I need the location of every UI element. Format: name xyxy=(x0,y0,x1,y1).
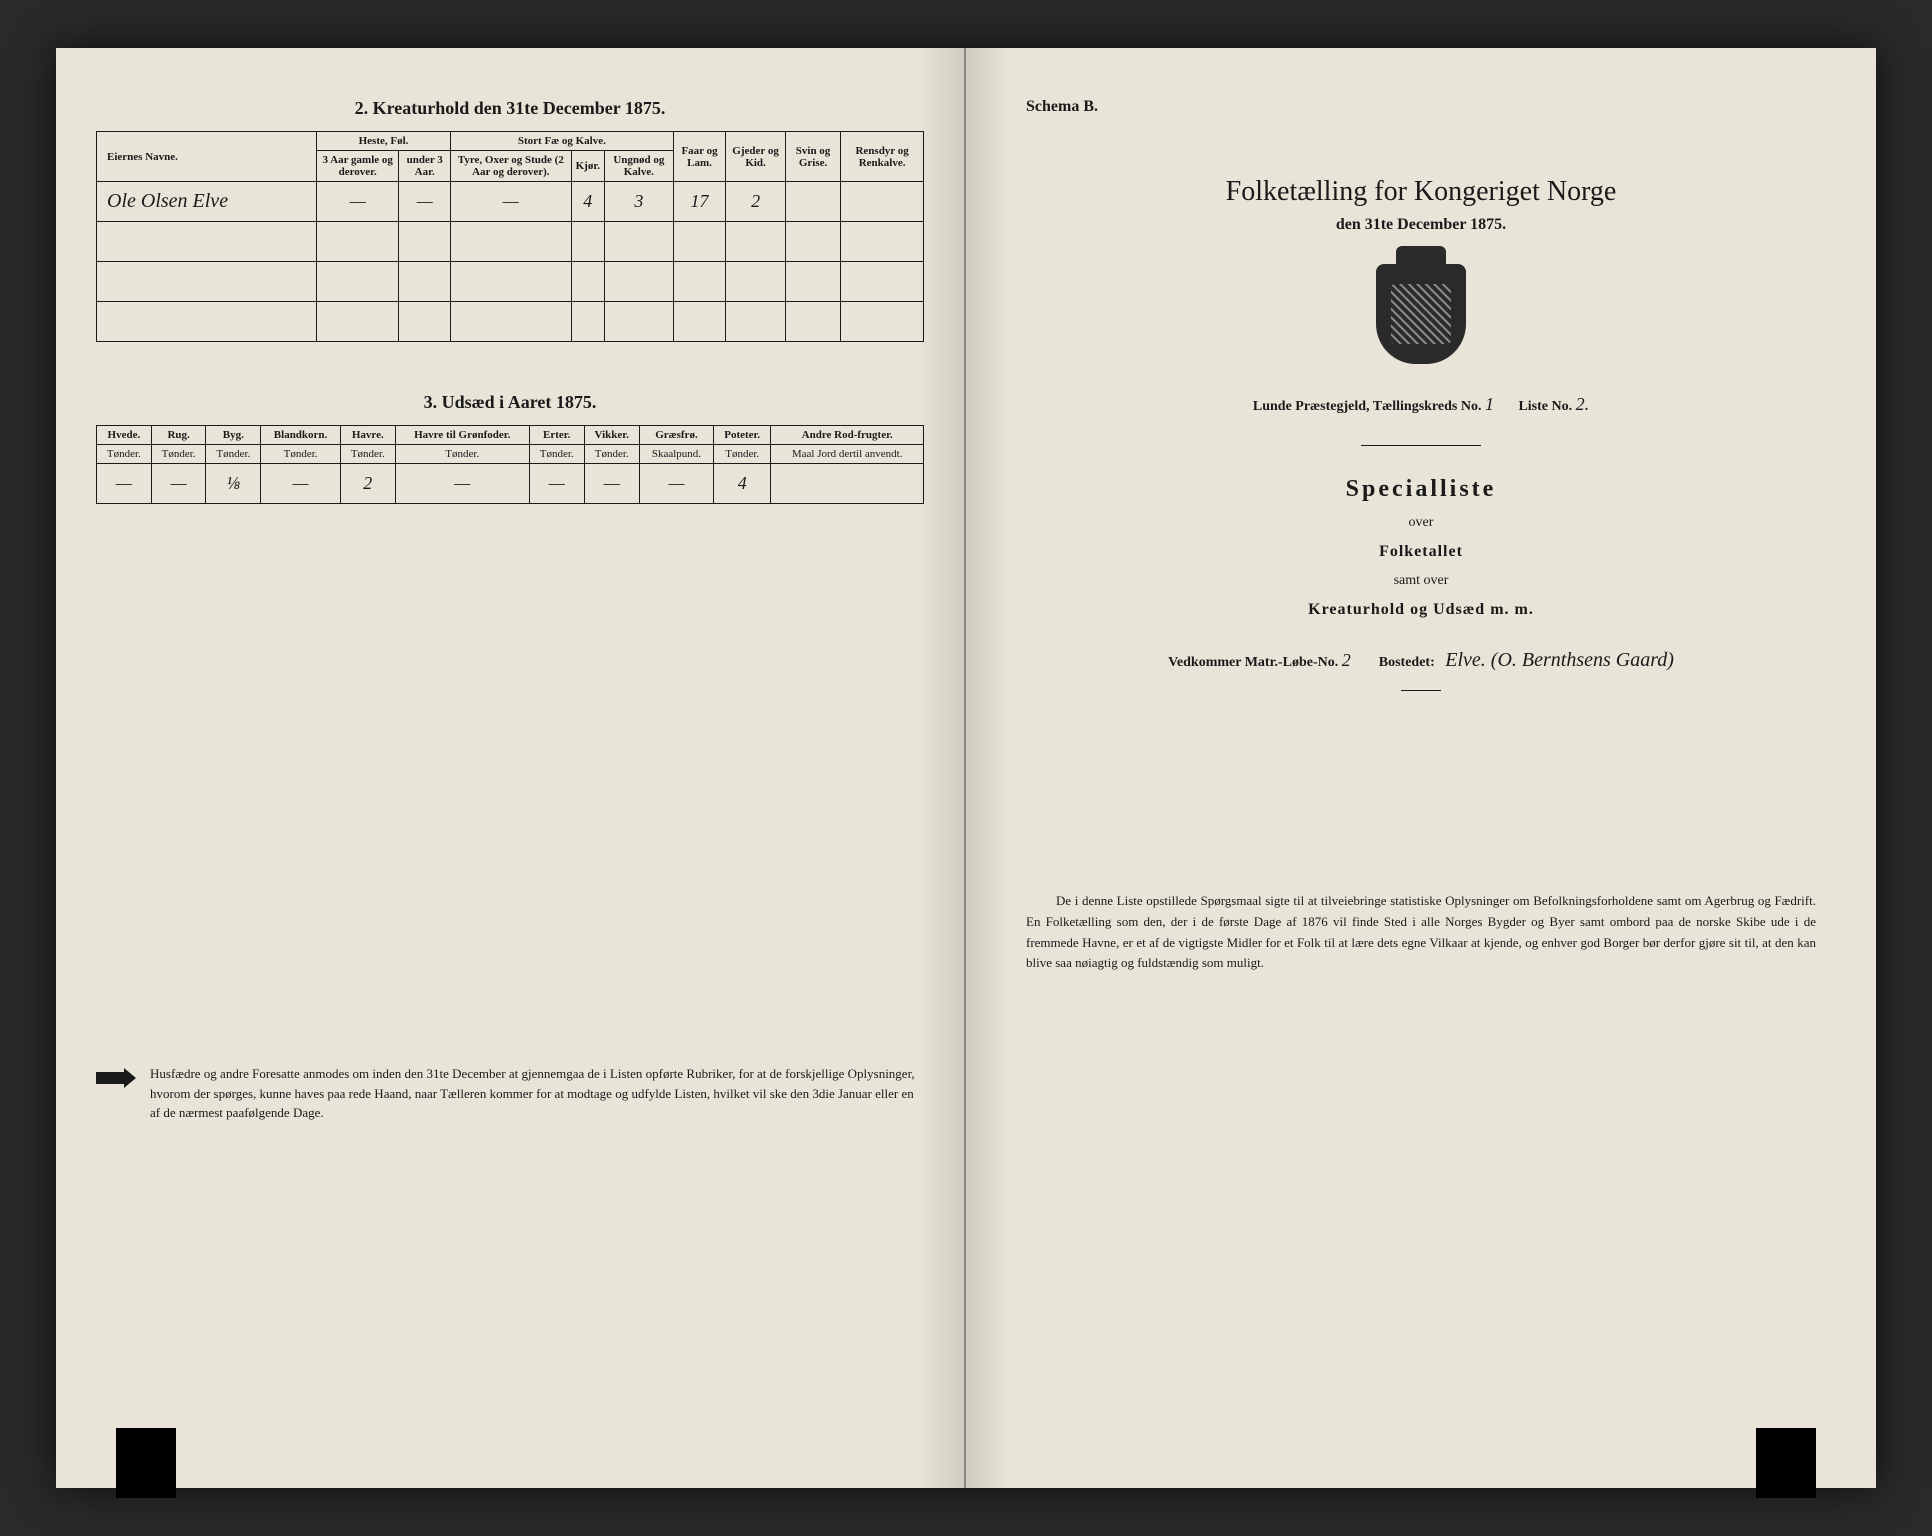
table-row: — — ⅛ — 2 — — — — 4 xyxy=(97,464,924,504)
unit: Tønder. xyxy=(97,445,152,464)
kreatur-label: Kreaturhold og Udsæd m. m. xyxy=(1026,601,1816,619)
th: Andre Rod-frugter. xyxy=(771,426,924,445)
over-label: over xyxy=(1026,515,1816,531)
left-page: 2. Kreaturhold den 31te December 1875. E… xyxy=(56,48,966,1488)
cell: — xyxy=(399,182,451,222)
right-page: Schema B. Folketælling for Kongeriget No… xyxy=(966,48,1876,1488)
th: Rug. xyxy=(151,426,206,445)
th-heste-b: under 3 Aar. xyxy=(399,151,451,182)
notice-text: Husfædre og andre Foresatte anmodes om i… xyxy=(150,1064,924,1123)
th: Vikker. xyxy=(584,426,639,445)
cell: 2 xyxy=(726,182,786,222)
book-spread: 2. Kreaturhold den 31te December 1875. E… xyxy=(56,48,1876,1488)
th: Havre til Grønfoder. xyxy=(395,426,529,445)
cell: 4 xyxy=(714,464,771,504)
th-stort-c: Ungnød og Kalve. xyxy=(604,151,673,182)
cell: 2 xyxy=(340,464,395,504)
cell: 17 xyxy=(673,182,725,222)
th-gjeder: Gjeder og Kid. xyxy=(726,132,786,182)
th-name: Eiernes Navne. xyxy=(97,132,317,182)
unit: Tønder. xyxy=(529,445,584,464)
cell: — xyxy=(97,464,152,504)
notice-block: Husfædre og andre Foresatte anmodes om i… xyxy=(96,1064,924,1123)
samt-label: samt over xyxy=(1026,573,1816,589)
th: Byg. xyxy=(206,426,261,445)
vedk-label: Vedkommer Matr.-Løbe-No. xyxy=(1168,655,1338,670)
pointer-icon xyxy=(96,1068,136,1088)
unit: Maal Jord dertil anvendt. xyxy=(771,445,924,464)
th: Blandkorn. xyxy=(261,426,341,445)
th: Erter. xyxy=(529,426,584,445)
fill-line: Vedkommer Matr.-Løbe-No. 2 Bostedet: Elv… xyxy=(1026,649,1816,672)
meta-liste: 2. xyxy=(1576,394,1590,414)
th: Græsfrø. xyxy=(639,426,713,445)
th-stort: Stort Fæ og Kalve. xyxy=(451,132,674,151)
cell: 3 xyxy=(604,182,673,222)
cell: 4 xyxy=(571,182,604,222)
th-heste: Heste, Føl. xyxy=(317,132,451,151)
bosted-label: Bostedet: xyxy=(1379,655,1435,670)
th: Poteter. xyxy=(714,426,771,445)
main-title: Folketælling for Kongeriget Norge xyxy=(1026,176,1816,208)
main-subtitle: den 31te December 1875. xyxy=(1026,216,1816,234)
divider xyxy=(1361,445,1481,446)
th-stort-a: Tyre, Oxer og Stude (2 Aar og derover). xyxy=(451,151,572,182)
cell: — xyxy=(395,464,529,504)
meta-line: Lunde Præstegjeld, Tællingskreds No. 1 L… xyxy=(1026,394,1816,415)
unit: Skaalpund. xyxy=(639,445,713,464)
cell-name: Ole Olsen Elve xyxy=(97,182,317,222)
cell: — xyxy=(529,464,584,504)
folketallet-label: Folketallet xyxy=(1026,543,1816,561)
th: Hvede. xyxy=(97,426,152,445)
unit: Tønder. xyxy=(584,445,639,464)
table-row xyxy=(97,262,924,302)
cell: — xyxy=(639,464,713,504)
table-row xyxy=(97,222,924,262)
unit: Tønder. xyxy=(151,445,206,464)
table-row: Ole Olsen Elve — — — 4 3 17 2 xyxy=(97,182,924,222)
table-row xyxy=(97,302,924,342)
coat-of-arms-icon xyxy=(1376,264,1466,364)
udsaed-table: Hvede. Rug. Byg. Blandkorn. Havre. Havre… xyxy=(96,425,924,504)
bottom-paragraph: De i denne Liste opstillede Spørgsmaal s… xyxy=(1026,891,1816,974)
unit: Tønder. xyxy=(206,445,261,464)
cell: — xyxy=(584,464,639,504)
cell: — xyxy=(317,182,399,222)
vedk-no: 2 xyxy=(1342,650,1351,670)
schema-label: Schema B. xyxy=(1026,98,1816,116)
bosted-value: Elve. (O. Bernthsens Gaard) xyxy=(1445,649,1674,671)
binding-tab xyxy=(1756,1428,1816,1498)
th: Havre. xyxy=(340,426,395,445)
cell: — xyxy=(451,182,572,222)
binding-tab xyxy=(116,1428,176,1498)
th-stort-b: Kjør. xyxy=(571,151,604,182)
section3-title: 3. Udsæd i Aaret 1875. xyxy=(96,392,924,413)
unit: Tønder. xyxy=(340,445,395,464)
th-ren: Rensdyr og Renkalve. xyxy=(841,132,924,182)
cell xyxy=(771,464,924,504)
meta-prefix: Lunde Præstegjeld, Tællingskreds No. xyxy=(1253,399,1482,414)
divider xyxy=(1401,690,1441,691)
th-svin: Svin og Grise. xyxy=(785,132,840,182)
cell: — xyxy=(151,464,206,504)
kreaturhold-table: Eiernes Navne. Heste, Føl. Stort Fæ og K… xyxy=(96,131,924,342)
meta-kreds: 1 xyxy=(1485,394,1494,414)
unit: Tønder. xyxy=(261,445,341,464)
cell: — xyxy=(261,464,341,504)
section2-title: 2. Kreaturhold den 31te December 1875. xyxy=(96,98,924,119)
th-heste-a: 3 Aar gamle og derover. xyxy=(317,151,399,182)
meta-liste-label: Liste No. xyxy=(1518,399,1572,414)
cell: ⅛ xyxy=(206,464,261,504)
unit: Tønder. xyxy=(714,445,771,464)
th-faar: Faar og Lam. xyxy=(673,132,725,182)
cell xyxy=(841,182,924,222)
unit: Tønder. xyxy=(395,445,529,464)
cell xyxy=(785,182,840,222)
specialliste-title: Specialliste xyxy=(1026,476,1816,503)
